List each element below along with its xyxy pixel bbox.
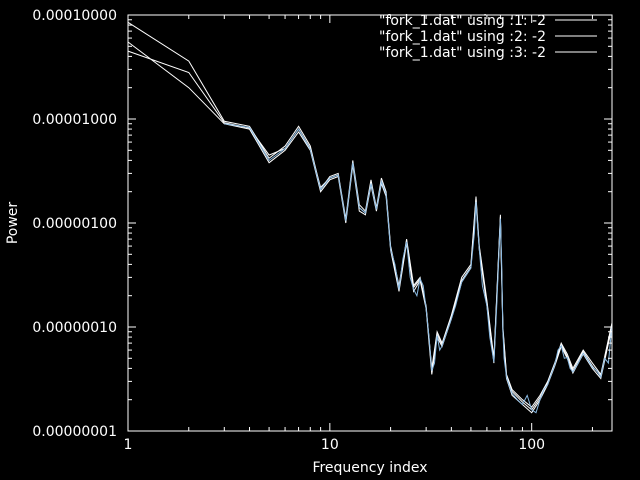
legend-label-3: "fork_1.dat" using :3: -2	[379, 45, 546, 61]
y-tick-label: 0.00001000	[32, 112, 117, 128]
series-layer	[127, 21, 613, 414]
y-axis-title: Power	[5, 202, 21, 245]
series-line-4	[224, 123, 613, 414]
y-tick-label: 0.00010000	[32, 8, 117, 24]
y-tick-label: 0.00000100	[32, 216, 117, 232]
legend-label-1: "fork_1.dat" using :1: -2	[379, 13, 546, 29]
legend: "fork_1.dat" using :1: -2"fork_1.dat" us…	[379, 13, 597, 61]
series-line-2	[127, 41, 613, 414]
legend-label-2: "fork_1.dat" using :2: -2	[379, 29, 546, 45]
x-axis-title: Frequency index	[312, 460, 427, 476]
y-tick-label: 0.00000010	[32, 320, 117, 336]
x-tick-label: 10	[321, 437, 339, 453]
x-tick-label: 100	[518, 437, 545, 453]
x-tick-label: 1	[124, 437, 133, 453]
y-tick-label: 0.00000001	[32, 424, 117, 440]
y-axis: 0.00000001 0.00000010 0.00000100 0.00001000…	[32, 8, 612, 440]
x-axis: 1 10 100	[124, 15, 593, 453]
